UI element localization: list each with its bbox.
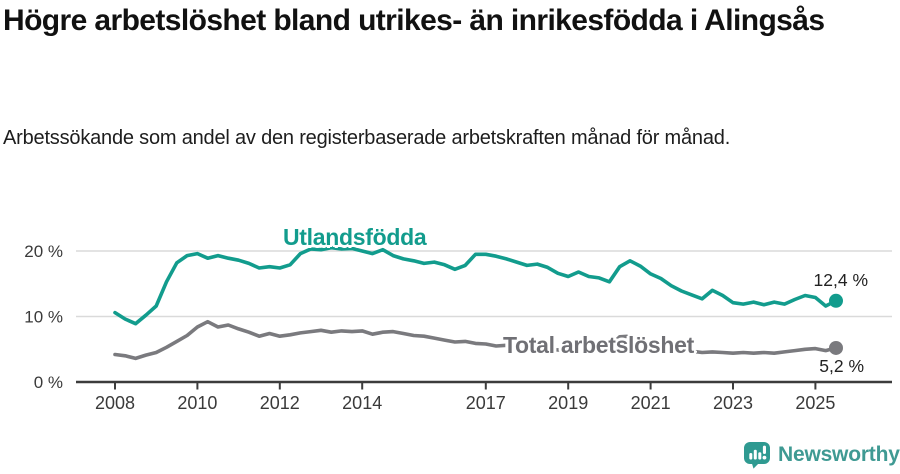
series-end-dot bbox=[829, 340, 843, 355]
y-axis-tick-label: 20 % bbox=[24, 242, 63, 261]
newsworthy-logo[interactable]: Newsworthy bbox=[743, 441, 900, 469]
x-axis-tick-label: 2008 bbox=[95, 393, 135, 413]
plot-svg: 0 % 10 % 20 % 2008 2010 2012 2014 2017 2019 2021 2… bbox=[24, 242, 892, 413]
end-value-utlandsfodda: 12,4 % bbox=[813, 270, 868, 290]
x-axis-tick-label: 2025 bbox=[795, 393, 835, 413]
x-axis-tick-label: 2023 bbox=[713, 393, 753, 413]
series-label-total-arbetsloshet: Total arbetslöshet bbox=[503, 332, 694, 358]
series-line bbox=[113, 245, 838, 326]
newsworthy-bubble-chart-icon bbox=[744, 442, 770, 469]
x-axis-tick-label: 2021 bbox=[631, 393, 671, 413]
end-value-total-arbetsloshet: 5,2 % bbox=[819, 356, 864, 376]
series-label-utlandsfodda: Utlandsfödda bbox=[283, 224, 427, 250]
x-axis-tick-label: 2012 bbox=[260, 393, 300, 413]
line-chart: 0 % 10 % 20 % 2008 2010 2012 2014 2017 2019 2021 2… bbox=[0, 218, 900, 423]
series-end-dot bbox=[829, 293, 843, 308]
newsworthy-wordmark: Newsworthy bbox=[778, 443, 900, 466]
x-axis-tick-label: 2019 bbox=[548, 393, 588, 413]
chart-subtitle: Arbetssökande som andel av den registerb… bbox=[3, 127, 731, 149]
x-axis-tick-label: 2014 bbox=[342, 393, 382, 413]
y-axis-tick-label: 10 % bbox=[24, 308, 63, 327]
series-line bbox=[113, 319, 838, 361]
x-axis-tick-label: 2010 bbox=[177, 393, 217, 413]
x-axis-tick-label: 2017 bbox=[466, 393, 506, 413]
y-axis-tick-label: 0 % bbox=[34, 373, 63, 392]
chart-title: Högre arbetslöshet bland utrikes- än inr… bbox=[3, 4, 825, 37]
